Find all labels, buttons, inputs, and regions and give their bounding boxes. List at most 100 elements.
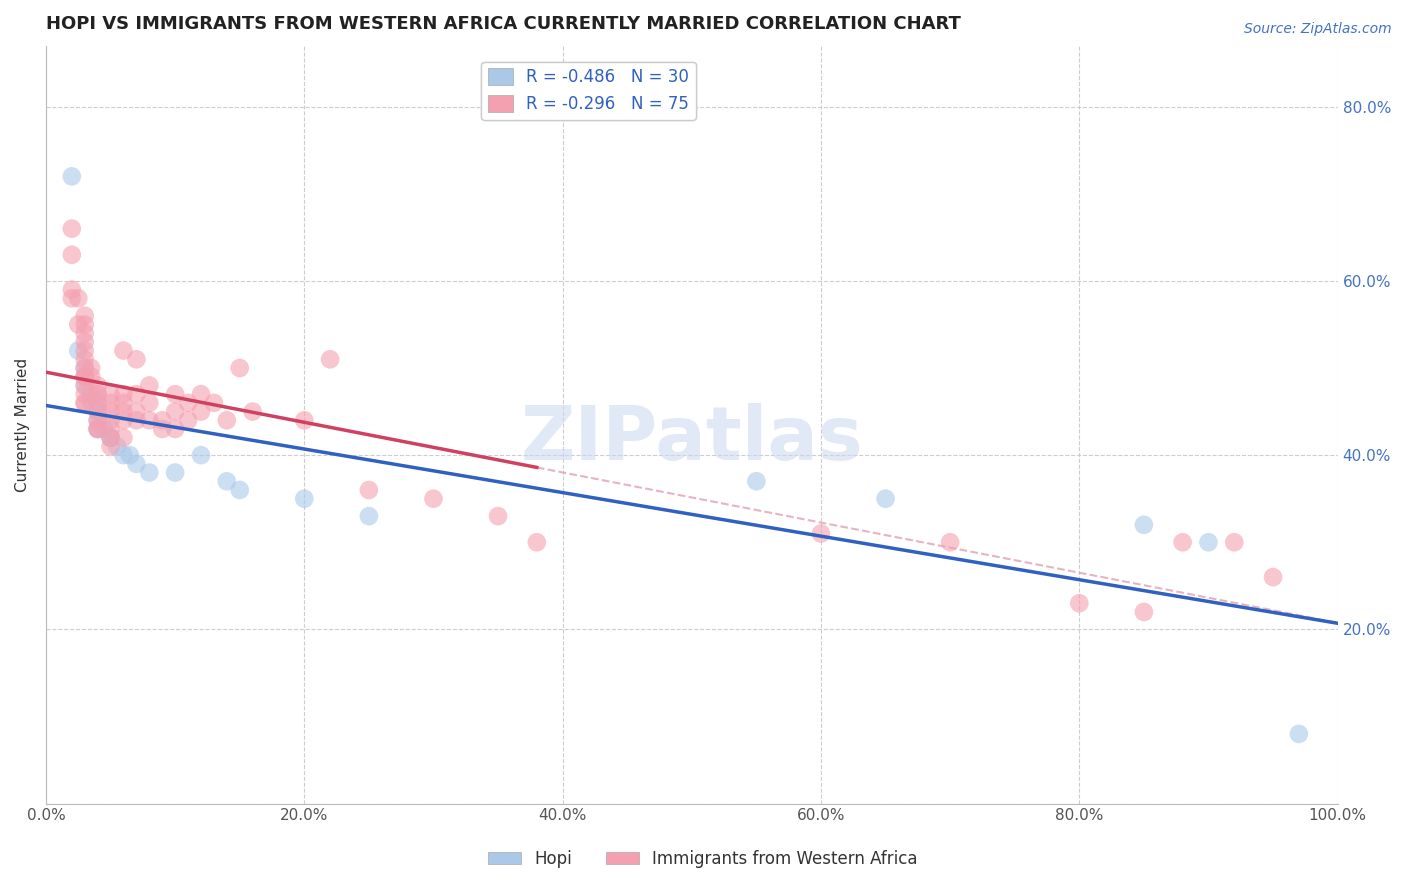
Point (112, 396, 135, 410)
Point (73, 378, 96, 392)
Point (138, 413, 160, 427)
Point (80, 387, 103, 401)
Point (292, 413, 315, 427)
Point (1171, 535, 1194, 549)
Point (138, 378, 160, 392)
Point (526, 535, 548, 549)
Point (100, 387, 122, 401)
Point (100, 404, 122, 418)
Point (486, 509, 509, 524)
Point (60, 248, 83, 262)
Point (165, 422, 187, 436)
Point (190, 448, 212, 462)
Point (86, 404, 108, 418)
Point (165, 387, 187, 401)
Point (875, 491, 897, 506)
Point (80, 361, 103, 376)
Point (105, 439, 128, 453)
Point (125, 457, 148, 471)
Point (190, 404, 212, 418)
Point (118, 448, 141, 462)
Y-axis label: Currently Married: Currently Married (15, 358, 30, 491)
Point (86, 422, 108, 436)
Point (73, 396, 96, 410)
Point (60, 169, 83, 184)
Point (228, 483, 250, 497)
Point (215, 413, 238, 427)
Point (319, 352, 342, 367)
Point (73, 361, 96, 376)
Point (86, 387, 108, 401)
Point (112, 431, 135, 445)
Point (73, 378, 96, 392)
Point (86, 396, 108, 410)
Legend: R = -0.486   N = 30, R = -0.296   N = 75: R = -0.486 N = 30, R = -0.296 N = 75 (481, 62, 696, 120)
Text: HOPI VS IMMIGRANTS FROM WESTERN AFRICA CURRENTLY MARRIED CORRELATION CHART: HOPI VS IMMIGRANTS FROM WESTERN AFRICA C… (46, 15, 960, 33)
Point (150, 422, 173, 436)
Point (73, 343, 96, 358)
Point (100, 431, 122, 445)
Point (60, 283, 83, 297)
Point (73, 352, 96, 367)
Point (73, 369, 96, 384)
Text: ZIPatlas: ZIPatlas (520, 403, 863, 476)
Point (357, 483, 380, 497)
Point (242, 404, 264, 418)
Point (292, 491, 315, 506)
Point (100, 431, 122, 445)
Point (165, 404, 187, 418)
Point (60, 291, 83, 305)
Point (1198, 535, 1220, 549)
Point (73, 318, 96, 332)
Point (86, 387, 108, 401)
Point (100, 396, 122, 410)
Point (80, 396, 103, 410)
Legend: Hopi, Immigrants from Western Africa: Hopi, Immigrants from Western Africa (481, 844, 925, 875)
Point (86, 413, 108, 427)
Point (73, 361, 96, 376)
Point (86, 422, 108, 436)
Point (125, 404, 148, 418)
Point (73, 369, 96, 384)
Point (215, 475, 238, 489)
Point (112, 413, 135, 427)
Point (1223, 535, 1246, 549)
Point (810, 526, 832, 541)
Point (939, 535, 962, 549)
Point (86, 413, 108, 427)
Point (100, 439, 122, 453)
Point (125, 387, 148, 401)
Point (100, 413, 122, 427)
Point (86, 378, 108, 392)
Point (100, 422, 122, 436)
Point (67, 318, 90, 332)
Point (177, 413, 200, 427)
Point (60, 221, 83, 235)
Point (100, 431, 122, 445)
Point (73, 309, 96, 323)
Point (80, 369, 103, 384)
Point (73, 387, 96, 401)
Point (112, 404, 135, 418)
Point (138, 466, 160, 480)
Point (86, 396, 108, 410)
Text: Source: ZipAtlas.com: Source: ZipAtlas.com (1244, 22, 1392, 37)
Point (1133, 517, 1156, 532)
Point (86, 422, 108, 436)
Point (73, 334, 96, 349)
Point (73, 396, 96, 410)
Point (1288, 727, 1310, 741)
Point (86, 404, 108, 418)
Point (150, 413, 173, 427)
Point (190, 387, 212, 401)
Point (67, 343, 90, 358)
Point (165, 466, 187, 480)
Point (1261, 570, 1284, 584)
Point (138, 396, 160, 410)
Point (357, 509, 380, 524)
Point (73, 326, 96, 341)
Point (177, 396, 200, 410)
Point (202, 396, 225, 410)
Point (125, 352, 148, 367)
Point (228, 361, 250, 376)
